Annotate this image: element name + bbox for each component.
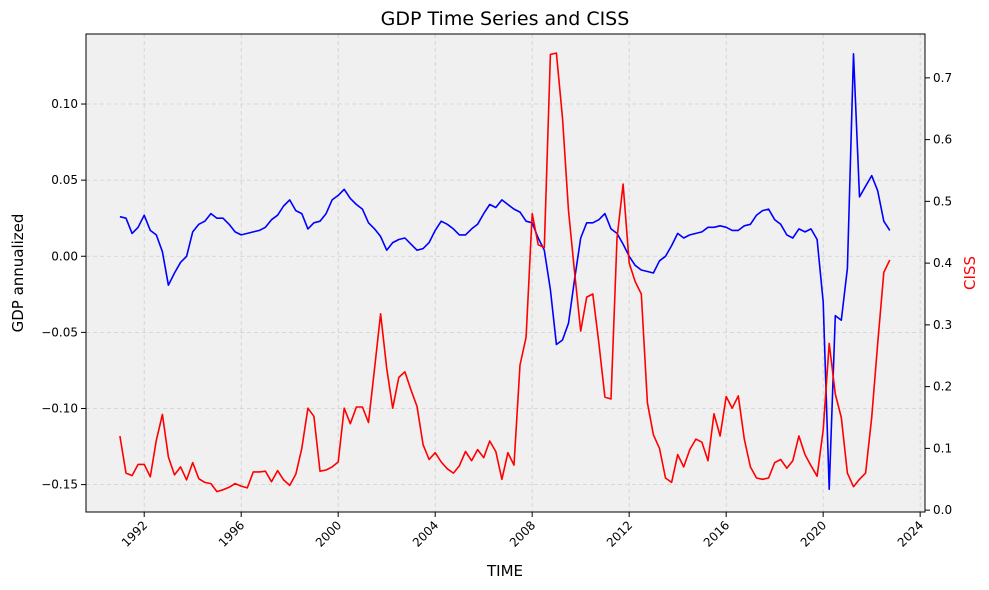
y-right-tick-label: 0.4 xyxy=(933,256,952,270)
y-left-tick-label: 0.00 xyxy=(51,249,78,263)
y-right-tick-label: 0.5 xyxy=(933,194,952,208)
y-right-tick-label: 0.0 xyxy=(933,503,952,517)
y-right-tick-label: 0.7 xyxy=(933,71,952,85)
y-axis-left: −0.15 −0.10 −0.05 0.00 0.05 0.10 xyxy=(41,97,86,492)
x-axis-title: TIME xyxy=(486,562,523,580)
y-left-tick-label: 0.05 xyxy=(51,173,78,187)
y-right-tick-label: 0.6 xyxy=(933,133,952,147)
chart-title: GDP Time Series and CISS xyxy=(381,8,630,30)
y-left-tick-label: 0.10 xyxy=(51,97,78,111)
y-axis-right-title: CISS xyxy=(961,256,979,290)
y-right-tick-label: 0.3 xyxy=(933,318,952,332)
plot-frame xyxy=(85,33,926,513)
y-axis-right: 0.0 0.1 0.2 0.3 0.4 0.5 0.6 0.7 xyxy=(925,71,952,517)
y-right-tick-label: 0.2 xyxy=(933,380,952,394)
y-axis-left-title: GDP annualized xyxy=(9,214,27,333)
gdp-series-line xyxy=(119,52,891,491)
series-layer xyxy=(119,52,891,493)
plot-area xyxy=(86,34,925,512)
y-left-tick-label: −0.15 xyxy=(41,478,78,492)
y-left-tick-label: −0.05 xyxy=(41,325,78,339)
ciss-series-line xyxy=(119,52,891,493)
y-right-tick-label: 0.1 xyxy=(933,441,952,455)
y-left-tick-label: −0.10 xyxy=(41,401,78,415)
grid xyxy=(86,34,925,512)
